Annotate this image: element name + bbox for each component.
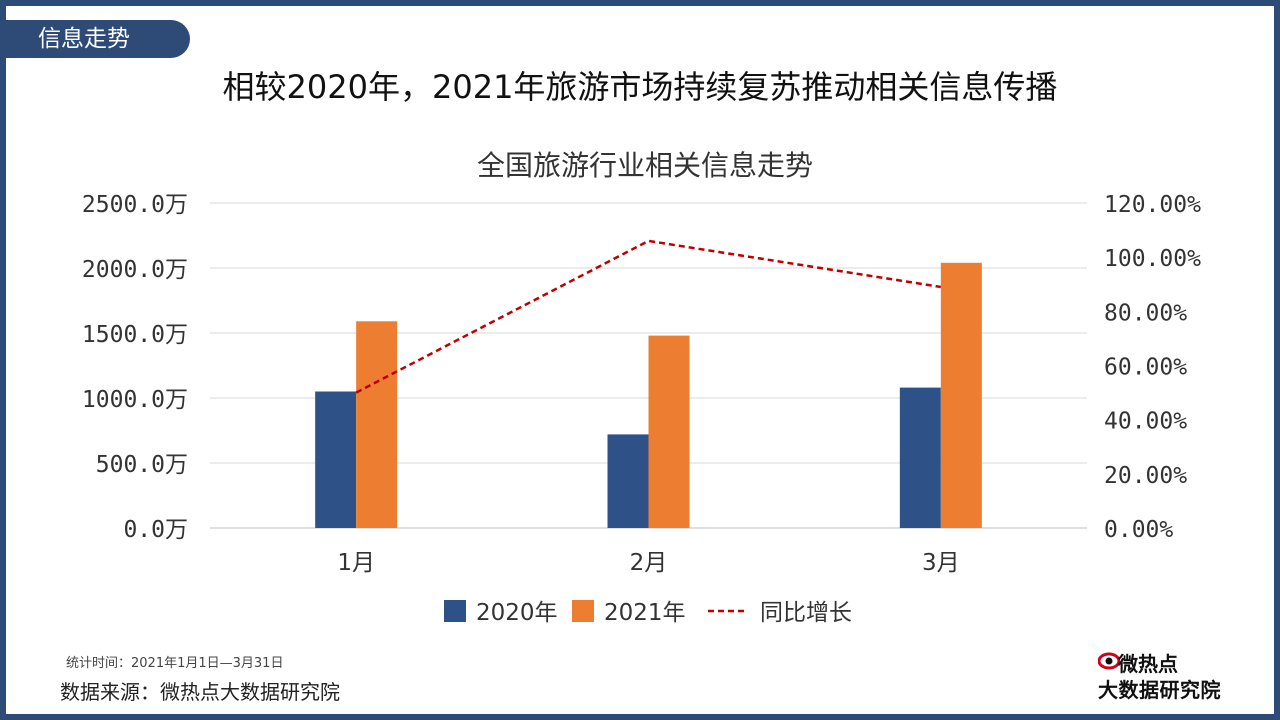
y-right-tick-label: 60.00% <box>1104 355 1187 381</box>
y-right-tick-label: 80.00% <box>1104 300 1187 326</box>
legend-swatch-2020 <box>444 600 466 622</box>
bar-2021 <box>648 335 690 528</box>
y-left-tick-label: 1500.0万 <box>82 322 188 348</box>
legend-label: 2020年 <box>476 600 558 626</box>
stat-time-note: 统计时间：2021年1月1日—3月31日 <box>66 656 284 671</box>
y-left-tick-label: 2500.0万 <box>82 192 188 218</box>
section-tag: 信息走势 <box>0 20 190 58</box>
y-right-tick-label: 100.00% <box>1104 246 1201 272</box>
y-right-tick-label: 40.00% <box>1104 409 1187 435</box>
y-right-tick-label: 120.00% <box>1104 192 1201 218</box>
legend-swatch-2021 <box>572 600 594 622</box>
bar-2020 <box>315 391 357 528</box>
chart: 全国旅游行业相关信息走势 0.0万 500.0万 1000.0万 1500.0万 2000… <box>82 149 1201 626</box>
eye-logo-icon <box>1098 652 1120 670</box>
y-left-tick-label: 1000.0万 <box>82 387 188 413</box>
y-left-tick-label: 2000.0万 <box>82 257 188 283</box>
legend-label: 同比增长 <box>760 600 852 626</box>
bar-2021 <box>356 321 398 528</box>
chart-title: 全国旅游行业相关信息走势 <box>477 149 813 182</box>
y-right-tick-label: 0.00% <box>1104 517 1173 543</box>
brand-logo: 微热点 大数据研究院 <box>1098 648 1248 702</box>
bar-2021 <box>940 262 982 528</box>
x-tick-label: 2月 <box>630 550 668 576</box>
y-right-tick-label: 20.00% <box>1104 463 1187 489</box>
brand-name: 微热点 <box>1118 652 1178 676</box>
y-left-tick-label: 0.0万 <box>123 517 188 543</box>
x-tick-label: 1月 <box>337 550 375 576</box>
bar-2020 <box>899 387 941 528</box>
x-tick-label: 3月 <box>922 550 960 576</box>
brand-subtitle: 大数据研究院 <box>1098 678 1221 702</box>
page-title: 相较2020年，2021年旅游市场持续复苏推动相关信息传播 <box>222 68 1058 106</box>
data-source-note: 数据来源：微热点大数据研究院 <box>60 680 340 704</box>
bar-2020 <box>607 434 649 528</box>
legend-label: 2021年 <box>604 600 686 626</box>
y-left-tick-label: 500.0万 <box>96 452 188 478</box>
